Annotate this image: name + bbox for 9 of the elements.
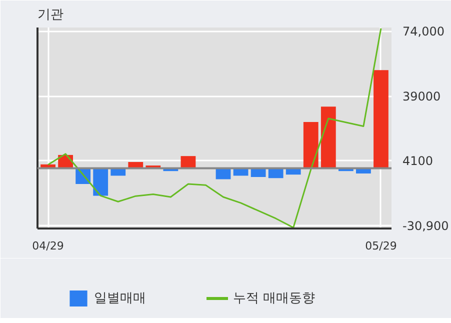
- legend-label: 누적 매매동향: [233, 290, 316, 307]
- y-tick-label: 39000: [402, 90, 441, 104]
- y-tick-label: 74,000: [402, 24, 444, 39]
- legend-label: 일별매매: [94, 290, 146, 307]
- x-tick-label: 05/29: [365, 240, 397, 252]
- chart-title: 기관: [38, 8, 64, 22]
- y-tick-label: -30,900: [402, 219, 449, 234]
- y-tick-label: 4100: [402, 154, 434, 168]
- x-tick-label: 04/29: [32, 240, 64, 252]
